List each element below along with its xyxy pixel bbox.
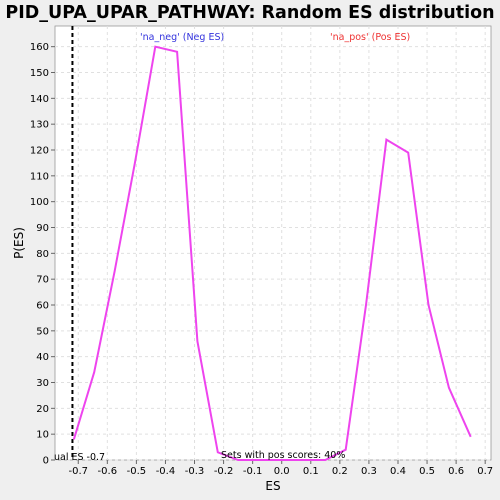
chart-title: PID_UPA_UPAR_PATHWAY: Random ES distribu…	[5, 3, 494, 23]
y-tick-label: 50	[36, 326, 49, 337]
x-tick-label: 0.7	[477, 466, 493, 477]
y-tick-label: 70	[36, 275, 49, 286]
x-tick-label: 0.3	[361, 466, 377, 477]
y-axis-label: P(ES)	[12, 227, 26, 259]
y-tick-label: 130	[30, 120, 49, 131]
x-tick-label: 0.1	[303, 466, 319, 477]
x-tick-label: 0.4	[390, 466, 406, 477]
y-tick-label: 40	[36, 352, 49, 363]
y-tick-label: 0	[43, 456, 49, 467]
x-tick-label: 0.2	[332, 466, 348, 477]
y-tick-label: 60	[36, 301, 49, 312]
x-tick-label: -0.3	[185, 466, 205, 477]
es-distribution-line	[72, 45, 472, 461]
y-tick-label: 140	[30, 94, 49, 105]
y-tick-label: 110	[30, 171, 49, 182]
y-tick-label: 90	[36, 223, 49, 234]
pos-es-label: 'na_pos' (Pos ES)	[330, 32, 410, 43]
y-tick-label: 160	[30, 42, 49, 53]
y-tick-label: 10	[36, 430, 49, 441]
y-tick-label: 80	[36, 249, 49, 260]
y-tick-label: 120	[30, 146, 49, 157]
actual-es-note: ual ES -0.7	[54, 452, 105, 463]
y-tick-label: 150	[30, 68, 49, 79]
x-tick-label: -0.4	[156, 466, 176, 477]
y-tick-label: 100	[30, 197, 49, 208]
x-tick-label: -0.2	[214, 466, 234, 477]
x-tick-label: 0.0	[274, 466, 290, 477]
y-tick-label: 30	[36, 378, 49, 389]
x-tick-label: -0.5	[127, 466, 147, 477]
x-tick-label: -0.1	[243, 466, 263, 477]
x-axis-label: ES	[265, 479, 280, 493]
axis-ticks: 0 10 20 30 40 50 60 70 80 90 100 110 120 130 140 150 160…	[30, 42, 493, 477]
pos-scores-note: Sets with pos scores: 40%	[221, 450, 345, 461]
x-tick-label: -0.6	[98, 466, 118, 477]
x-tick-label: -0.7	[68, 466, 88, 477]
x-tick-label: 0.5	[419, 466, 435, 477]
y-tick-label: 20	[36, 404, 49, 415]
neg-es-label: 'na_neg' (Neg ES)	[140, 32, 224, 43]
x-tick-label: 0.6	[448, 466, 464, 477]
